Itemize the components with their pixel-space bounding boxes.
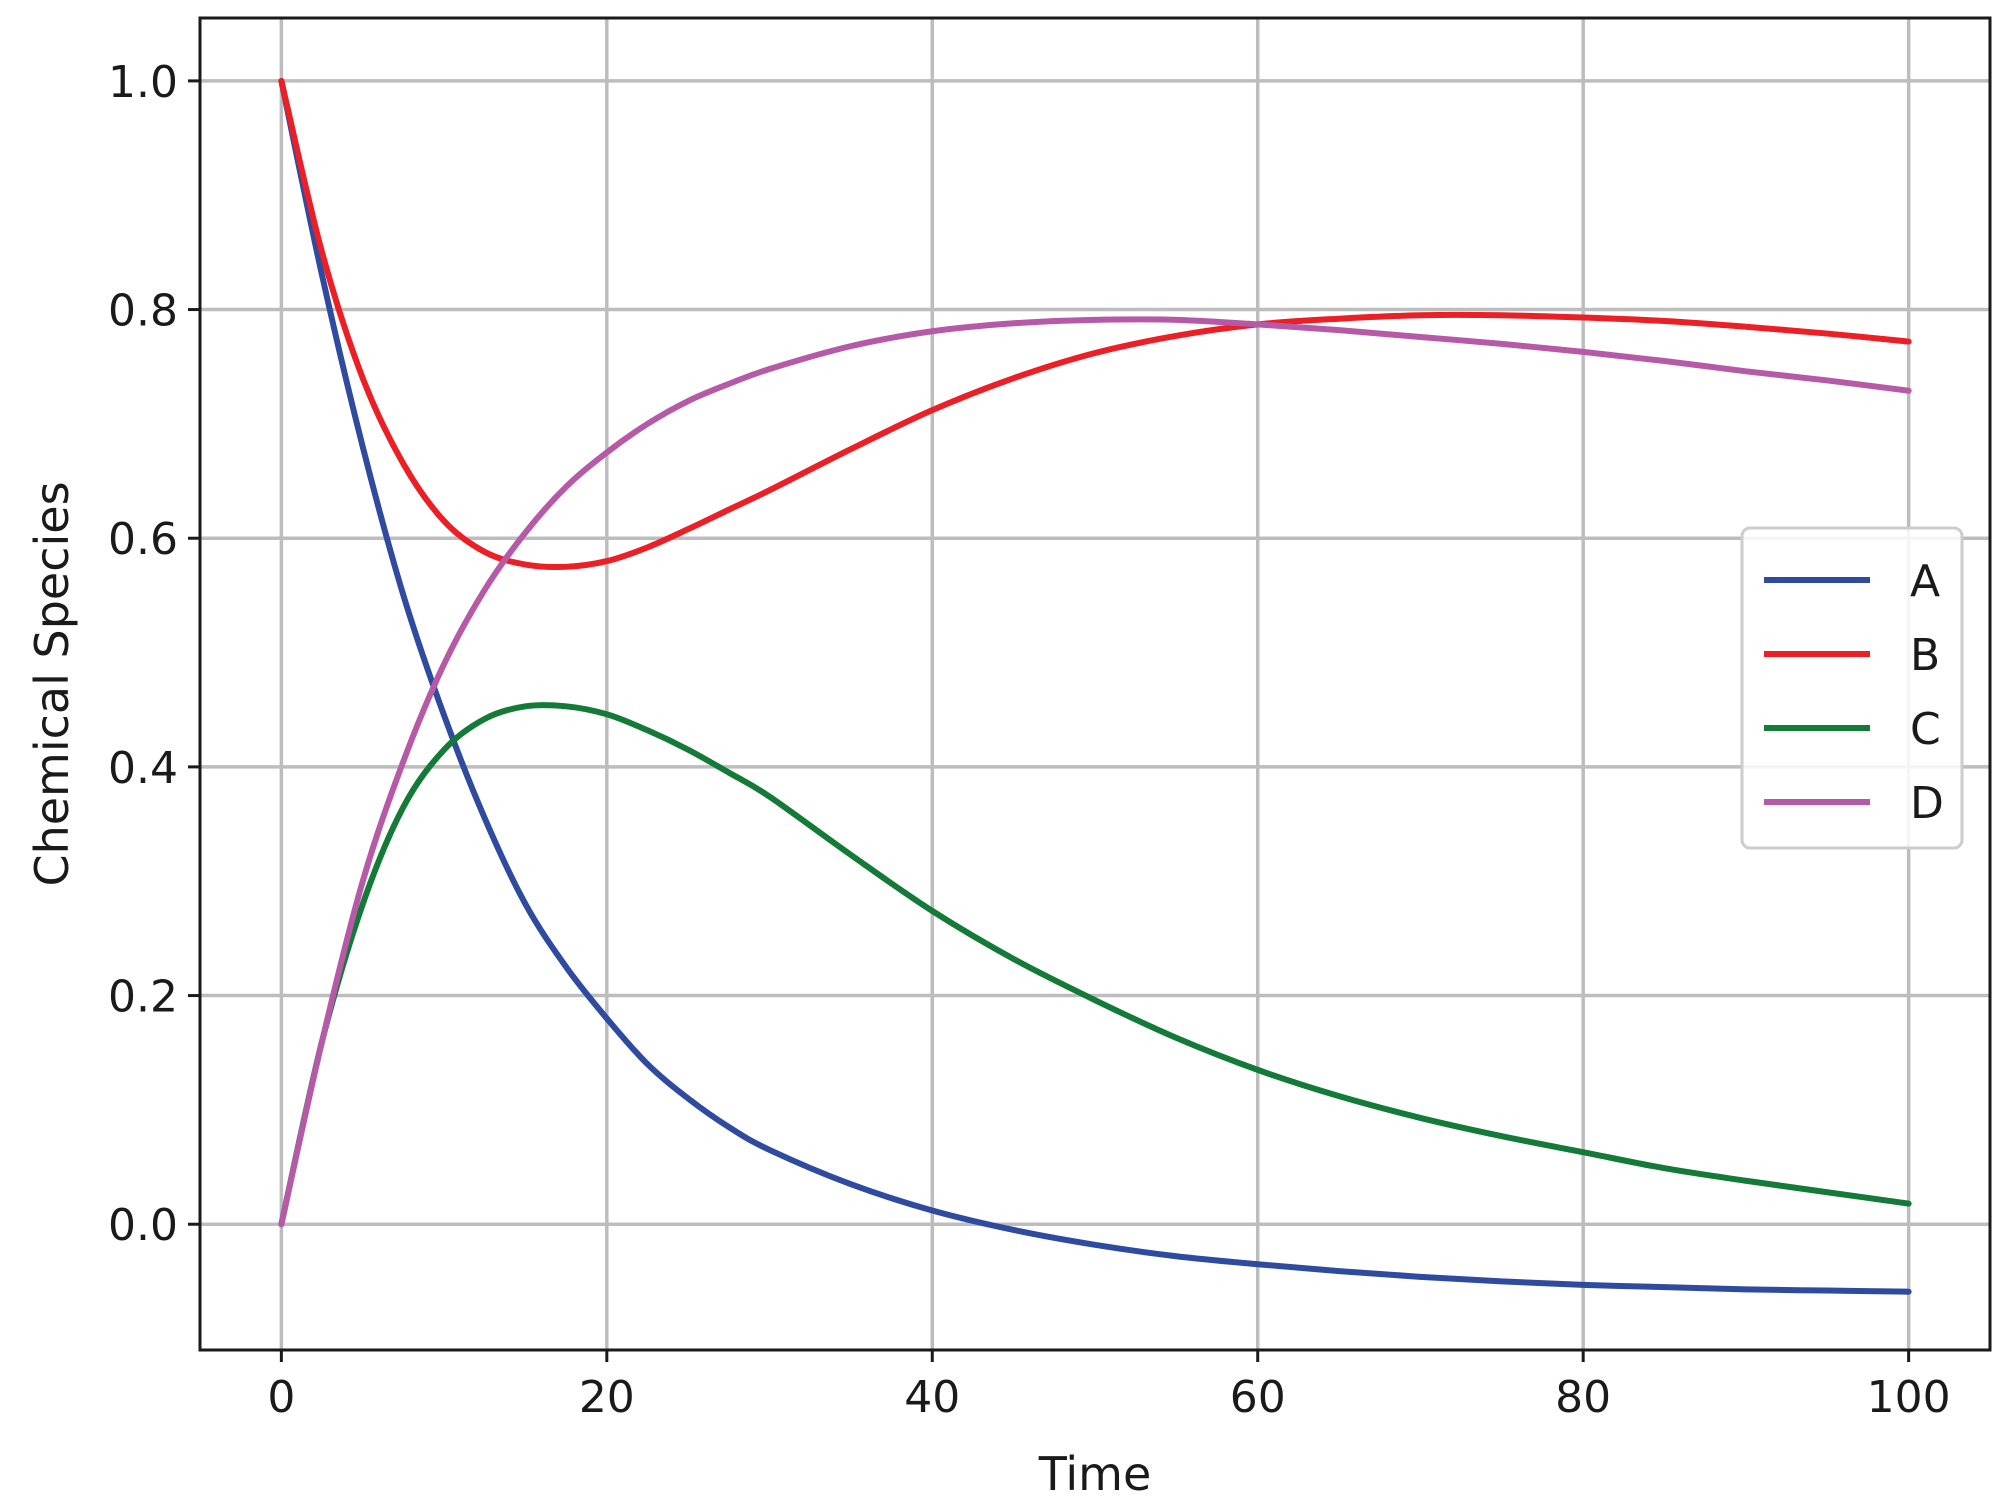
legend-label-a: A <box>1910 556 1940 607</box>
series-lines <box>278 77 1912 1295</box>
series-line-c <box>278 702 1912 1228</box>
legend-box <box>1740 526 1964 850</box>
legend-label-c: C <box>1910 704 1941 755</box>
x-tick-label: 40 <box>904 1372 960 1423</box>
series-line-a <box>278 77 1912 1295</box>
y-tick-label: 1.0 <box>108 57 178 108</box>
x-tick-label: 20 <box>579 1372 635 1423</box>
x-tick-label: 80 <box>1555 1372 1611 1423</box>
series-line-b <box>278 77 1912 571</box>
grid <box>200 18 1990 1350</box>
legend-label-b: B <box>1910 630 1940 681</box>
y-tick-label: 0.0 <box>108 1200 178 1251</box>
x-tick-label: 0 <box>267 1372 295 1423</box>
y-tick-label: 0.8 <box>108 286 178 337</box>
axis-ticks: 0 20 40 60 80 100 0.0 0.2 0.4 0.6 0.8 1.0 <box>108 57 1951 1423</box>
y-tick-label: 0.2 <box>108 972 178 1023</box>
x-tick-label: 60 <box>1230 1372 1286 1423</box>
x-axis-label: Time <box>1038 1447 1152 1501</box>
x-tick-label: 100 <box>1867 1372 1951 1423</box>
y-tick-label: 0.4 <box>108 743 178 794</box>
legend-label-d: D <box>1910 778 1944 829</box>
y-tick-label: 0.6 <box>108 514 178 565</box>
plot-frame <box>198 16 1992 1352</box>
series-line-d <box>278 316 1912 1228</box>
y-axis-label: Chemical Species <box>25 481 79 886</box>
